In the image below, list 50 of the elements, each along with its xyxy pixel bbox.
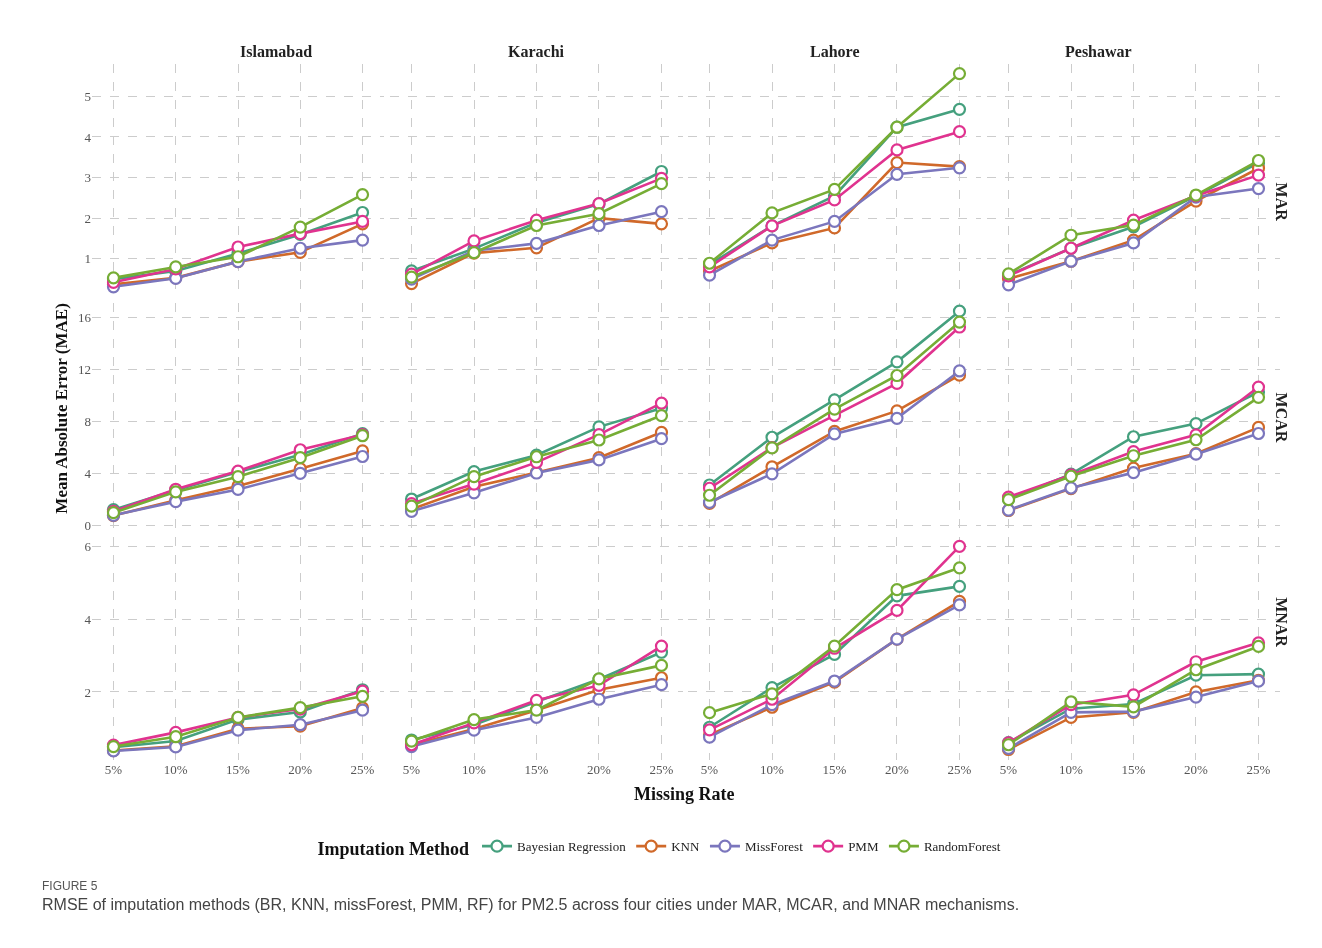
y-tick-label: 2: [84, 684, 91, 700]
y-tick-label: 12: [78, 362, 91, 378]
y-tick-label: 2: [84, 210, 91, 226]
x-axis-title: Missing Rate: [634, 784, 735, 804]
legend-label: RandomForest: [923, 839, 1001, 855]
annotation: MNAR: [1273, 597, 1291, 648]
y-tick-label: 3: [84, 170, 91, 186]
y-tick-label: 4: [84, 466, 92, 482]
x-tick-label: 25%: [947, 762, 972, 778]
y-tick-label: 0: [84, 518, 91, 534]
caption: FIGURE 5: [42, 879, 98, 893]
y-tick-label: 6: [84, 538, 92, 554]
x-tick-label: 5%: [104, 762, 123, 778]
x-tick-label: 15%: [226, 762, 251, 778]
x-tick-label: 20%: [1184, 762, 1209, 778]
y-axis-title: Mean Absolute Error (MAE): [52, 303, 72, 514]
annotation: MAR: [1272, 182, 1290, 222]
y-tick-label: 4: [84, 611, 92, 627]
chart-title: Karachi: [508, 43, 565, 60]
x-tick-label: 10%: [163, 762, 188, 778]
y-tick-label: 5: [84, 88, 91, 104]
x-tick-label: 5%: [999, 762, 1018, 778]
x-tick-label: 10%: [1059, 762, 1084, 778]
text: RMSE of imputation methods (BR, KNN, missForest, PMM, RF) for PM2.5 across four cities under MAR, MCAR, and MNAR mechanisms.: [42, 896, 1020, 913]
legend-label: KNN: [671, 839, 700, 855]
x-tick-label: 5%: [402, 762, 421, 778]
y-tick-label: 16: [78, 310, 92, 326]
legend-label: PMM: [848, 839, 879, 855]
legend-label: Bayesian Regression: [517, 839, 627, 855]
x-tick-label: 20%: [885, 762, 910, 778]
chart-title: Peshawar: [1065, 43, 1132, 60]
legend-title: Imputation Method: [317, 838, 470, 859]
x-tick-label: 10%: [462, 762, 487, 778]
annotation: MCAR: [1272, 392, 1290, 443]
y-tick-label: 1: [84, 251, 91, 267]
legend-label: MissForest: [744, 839, 804, 855]
x-tick-label: 5%: [700, 762, 719, 778]
x-tick-label: 25%: [1246, 762, 1271, 778]
x-tick-label: 25%: [350, 762, 375, 778]
x-tick-label: 10%: [760, 762, 785, 778]
x-tick-label: 15%: [1121, 762, 1146, 778]
chart-title: Islamabad: [240, 43, 313, 60]
x-tick-label: 25%: [649, 762, 674, 778]
x-tick-label: 20%: [288, 762, 313, 778]
x-tick-label: 20%: [587, 762, 612, 778]
chart-title: Lahore: [810, 43, 860, 60]
y-tick-label: 8: [84, 414, 91, 430]
x-tick-label: 15%: [524, 762, 549, 778]
x-tick-label: 15%: [822, 762, 847, 778]
y-tick-label: 4: [84, 129, 92, 145]
